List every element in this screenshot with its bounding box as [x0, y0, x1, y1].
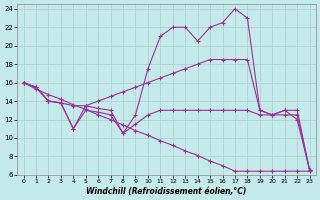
X-axis label: Windchill (Refroidissement éolien,°C): Windchill (Refroidissement éolien,°C)	[86, 187, 247, 196]
